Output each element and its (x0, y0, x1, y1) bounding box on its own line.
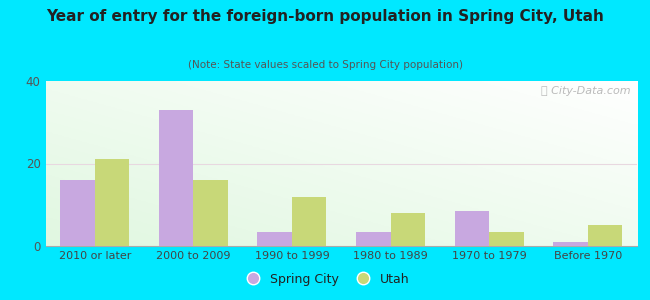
Legend: Spring City, Utah: Spring City, Utah (236, 268, 414, 291)
Bar (489, 232, 524, 246)
Bar (292, 196, 326, 246)
Text: ⓘ City-Data.com: ⓘ City-Data.com (541, 86, 631, 96)
Bar (588, 225, 622, 246)
Bar (356, 232, 391, 246)
Bar (391, 213, 425, 246)
Bar (454, 211, 489, 246)
Bar (60, 180, 95, 246)
Bar (159, 110, 194, 246)
Bar (194, 180, 228, 246)
Bar (553, 242, 588, 246)
Bar (95, 159, 129, 246)
Text: (Note: State values scaled to Spring City population): (Note: State values scaled to Spring Cit… (187, 60, 463, 70)
Text: Year of entry for the foreign-born population in Spring City, Utah: Year of entry for the foreign-born popul… (46, 9, 604, 24)
Bar (257, 232, 292, 246)
